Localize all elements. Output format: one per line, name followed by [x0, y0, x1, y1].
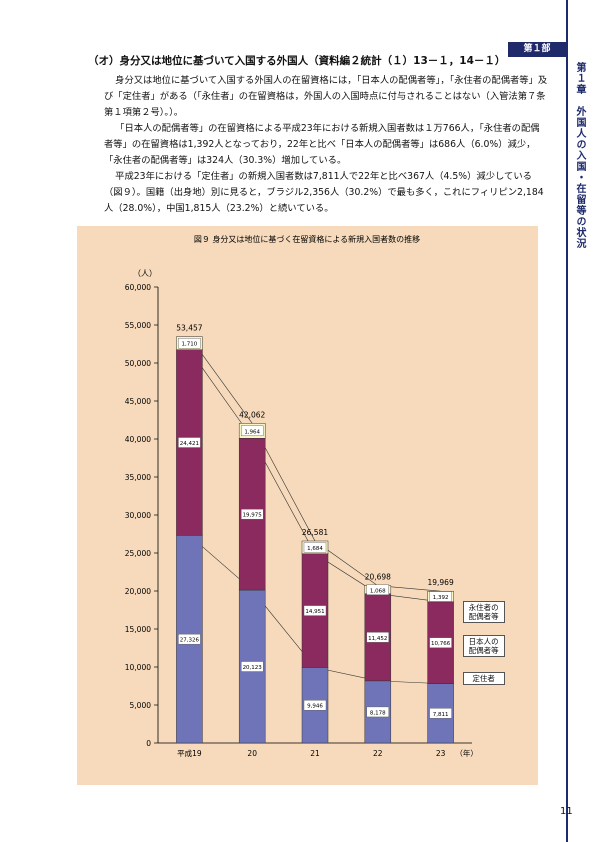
- value-label-box: [303, 542, 327, 553]
- page-number: 11: [560, 806, 573, 817]
- value-label: 7,811: [433, 712, 449, 718]
- paragraph: 身分又は地位に基づいて入国する外国人の在留資格には，「日本人の配偶者等」，「永住…: [104, 75, 548, 118]
- x-tick-label: 20: [247, 749, 257, 758]
- y-tick-label: 5,000: [130, 701, 152, 710]
- x-tick-label: 23: [436, 749, 446, 758]
- value-label-box: [429, 708, 452, 719]
- chapter-label: 第１章 外国人の入国・在留等の状況: [574, 62, 585, 249]
- total-label: 53,457: [176, 324, 202, 333]
- value-label-box: [429, 637, 452, 648]
- y-tick-label: 30,000: [125, 511, 151, 520]
- value-label: 1,710: [182, 342, 198, 348]
- y-tick-label: 60,000: [125, 283, 151, 292]
- total-label: 20,698: [365, 573, 391, 582]
- y-tick-label: 0: [146, 739, 151, 748]
- x-axis-label: （年）: [455, 748, 478, 758]
- side-rule: [566, 0, 568, 842]
- y-tick-label: 25,000: [125, 549, 151, 558]
- paragraph: 平成23年における「定住者」の新規入国者数は7,811人で22年と比べ367人（…: [104, 171, 544, 214]
- legend-label: 永住者の配偶者等: [462, 600, 505, 623]
- value-label: 1,964: [244, 429, 260, 435]
- y-tick-label: 10,000: [125, 663, 151, 672]
- chart-title: 図９ 身分又は地位に基づく在留資格による新規入国者数の推移: [194, 234, 420, 244]
- value-label-box: [366, 584, 389, 595]
- value-label-box: [429, 591, 452, 602]
- total-label: 26,581: [302, 528, 328, 537]
- body-text: 身分又は地位に基づいて入国する外国人の在留資格には，「日本人の配偶者等」，「永住…: [104, 73, 548, 217]
- legend-label: 定住者: [462, 672, 505, 686]
- value-label-box: [366, 632, 389, 643]
- y-tick-label: 45,000: [125, 397, 151, 406]
- value-label: 20,123: [243, 665, 263, 671]
- y-tick-label: 50,000: [125, 359, 151, 368]
- chart: 図９ 身分又は地位に基づく在留資格による新規入国者数の推移 （人） 0 5,000…: [125, 234, 478, 758]
- value-label-box: [178, 338, 201, 349]
- value-label-box: [366, 706, 389, 718]
- y-tick-label: 40,000: [125, 435, 151, 444]
- part-label: 第１部: [508, 42, 566, 57]
- y-tick-label: 55,000: [125, 321, 151, 330]
- value-label: 1,068: [370, 588, 386, 594]
- value-label-box: [240, 661, 264, 672]
- value-label: 27,326: [180, 638, 200, 644]
- y-tick-label: 35,000: [125, 473, 151, 482]
- y-tick-label: 15,000: [125, 625, 151, 634]
- x-tick-label: 22: [373, 749, 383, 758]
- y-axis-label: （人）: [133, 269, 157, 278]
- value-label: 11,452: [368, 636, 387, 642]
- value-label: 19,975: [243, 513, 263, 519]
- section-heading: （オ）身分又は地位に基づいて入国する外国人（資料編２統計（１）13－１，14－１…: [88, 55, 506, 67]
- value-label: 1,684: [307, 546, 323, 552]
- value-label: 1,392: [433, 595, 449, 601]
- value-label-box: [303, 700, 327, 711]
- value-label: 24,421: [180, 441, 199, 447]
- value-label-box: [178, 633, 201, 645]
- total-label: 19,969: [427, 578, 453, 587]
- legend-label: 日本人の配偶者等: [462, 634, 505, 657]
- paragraph: 「日本人の配偶者等」の在留資格による平成23年における新規入国者数は１万766人…: [104, 123, 540, 166]
- y-tick-label: 20,000: [125, 587, 151, 596]
- value-label-box: [303, 605, 327, 616]
- x-tick-label: 平成19: [177, 748, 202, 758]
- value-label: 14,951: [305, 609, 324, 615]
- value-label: 8,178: [370, 710, 386, 716]
- total-label: 42,062: [239, 410, 265, 419]
- x-tick-label: 21: [310, 749, 320, 758]
- value-label: 10,766: [431, 641, 451, 647]
- value-label: 9,946: [307, 704, 323, 710]
- value-label-box: [240, 425, 264, 436]
- chart-panel: 図９ 身分又は地位に基づく在留資格による新規入国者数の推移 （人） 0 5,000…: [77, 226, 538, 785]
- value-label-box: [240, 508, 264, 520]
- value-label-box: [178, 437, 201, 448]
